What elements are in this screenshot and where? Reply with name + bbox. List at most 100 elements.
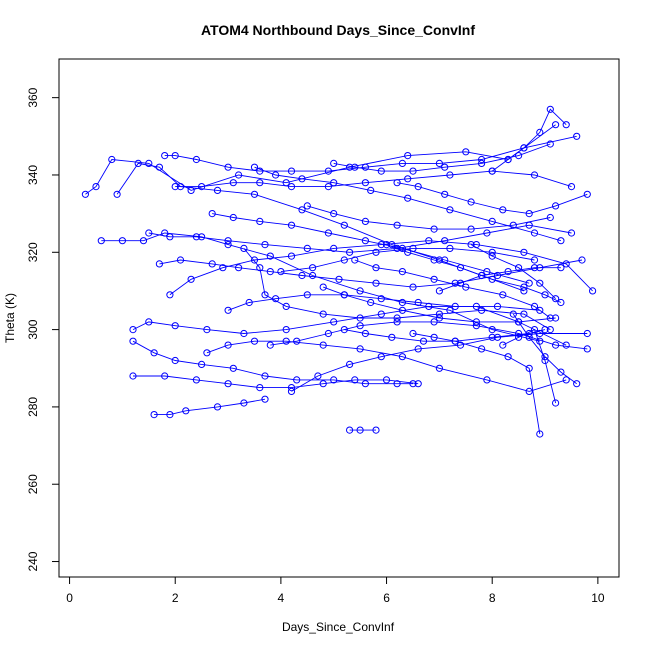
data-point <box>240 399 248 407</box>
data-point <box>118 237 127 245</box>
data-point <box>557 298 565 307</box>
series-line <box>323 286 556 323</box>
data-point <box>414 183 422 191</box>
data-point <box>176 256 185 264</box>
data-point <box>430 225 438 233</box>
data-point <box>356 287 364 295</box>
data-point <box>419 337 428 345</box>
data-point <box>393 314 401 322</box>
data-point <box>256 384 264 392</box>
series-line <box>502 328 557 404</box>
data-point <box>546 314 554 322</box>
series-line <box>243 248 551 330</box>
data-point <box>377 310 385 318</box>
data-point <box>261 395 269 403</box>
data-point <box>552 399 560 407</box>
series-trajectory <box>250 163 565 245</box>
series-line <box>132 340 413 385</box>
data-point <box>504 268 512 276</box>
data-point <box>113 190 121 198</box>
data-point <box>488 167 496 175</box>
data-point <box>287 252 296 260</box>
data-point <box>488 275 496 283</box>
data-point <box>430 256 438 264</box>
data-point <box>530 264 539 272</box>
data-point <box>388 333 396 341</box>
data-point <box>382 241 391 249</box>
data-point <box>314 372 322 380</box>
data-point <box>303 202 311 210</box>
data-point <box>250 256 259 264</box>
data-point <box>552 314 560 322</box>
series-line <box>133 375 419 389</box>
data-point <box>272 171 280 179</box>
data-point <box>441 190 449 198</box>
data-point <box>530 256 539 264</box>
data-point <box>430 318 438 326</box>
data-point <box>435 310 443 318</box>
axis-layer: 0 2 4 6 8 10 240 260 280 300 320 340 360 <box>26 87 605 605</box>
data-point <box>478 155 486 164</box>
data-point <box>224 163 232 171</box>
data-point <box>451 279 459 287</box>
data-point <box>287 384 296 392</box>
data-point <box>552 295 560 303</box>
data-point <box>372 426 380 434</box>
data-point <box>282 326 290 334</box>
series-trajectory <box>467 241 560 303</box>
data-point <box>287 183 296 191</box>
data-point <box>552 202 560 210</box>
data-point <box>224 380 232 388</box>
series-layer <box>81 105 597 438</box>
data-point <box>145 229 153 237</box>
data-point <box>530 302 539 310</box>
data-point <box>430 333 438 341</box>
series-trajectory <box>287 329 591 395</box>
data-point <box>324 229 332 237</box>
data-point <box>483 376 491 384</box>
data-point <box>398 159 406 167</box>
data-point <box>245 298 253 307</box>
data-point <box>293 337 301 345</box>
data-point <box>213 186 222 194</box>
data-point <box>536 128 544 136</box>
series-trajectory <box>393 179 591 218</box>
series-trajectory <box>382 241 565 307</box>
data-point <box>515 264 523 272</box>
data-point <box>520 287 528 295</box>
data-point <box>530 171 539 179</box>
data-point <box>404 194 412 202</box>
y-tick-label: 260 <box>26 474 40 494</box>
data-point <box>203 349 211 357</box>
data-point <box>303 244 311 252</box>
data-point <box>367 298 375 307</box>
data-point <box>361 179 369 187</box>
data-point <box>145 318 153 326</box>
data-point <box>483 229 491 237</box>
data-point <box>171 152 179 160</box>
data-point <box>266 268 274 276</box>
data-point <box>240 244 248 252</box>
series-line <box>85 124 556 195</box>
data-point <box>187 275 195 283</box>
data-point <box>520 144 528 152</box>
data-point <box>583 345 591 353</box>
data-point <box>161 152 169 160</box>
series-trajectory <box>346 426 380 434</box>
data-point <box>250 337 259 345</box>
series-trajectory <box>509 310 581 388</box>
series-line <box>333 143 551 172</box>
y-tick-label: 300 <box>26 319 40 339</box>
data-point <box>446 171 454 179</box>
data-point <box>562 341 570 349</box>
data-point <box>229 213 237 222</box>
data-point <box>361 380 369 388</box>
data-point <box>298 271 306 280</box>
data-point <box>446 244 454 252</box>
data-point <box>451 302 459 310</box>
data-point <box>198 360 206 368</box>
data-point <box>520 310 528 318</box>
data-point <box>330 318 338 326</box>
data-point <box>361 329 369 338</box>
data-point <box>546 213 554 222</box>
